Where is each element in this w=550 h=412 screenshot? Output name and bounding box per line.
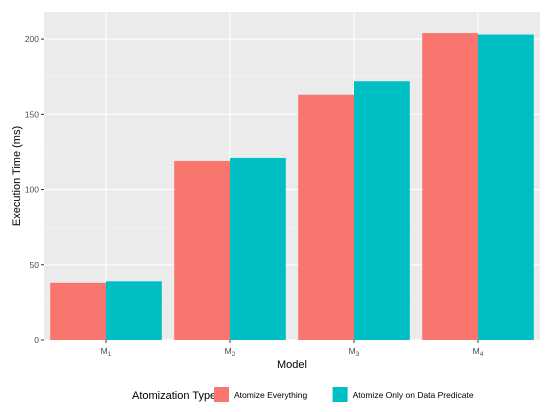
x-tick-label: M4 [473, 346, 484, 358]
x-tick-label: M2 [225, 346, 236, 358]
y-tick-label: 50 [30, 260, 40, 270]
y-tick-label: 0 [34, 335, 39, 345]
bars [50, 33, 534, 341]
legend-label: Atomize Only on Data Predicate [353, 390, 474, 400]
bar [422, 33, 478, 341]
legend-title: Atomization Type [132, 390, 216, 402]
x-axis-title: Model [277, 359, 307, 371]
bar [298, 94, 354, 341]
x-tick-label: M1 [101, 346, 112, 358]
bar [174, 160, 230, 340]
bar [106, 281, 162, 340]
y-tick-label: 100 [25, 185, 39, 195]
legend-key [214, 387, 229, 402]
bar [354, 81, 410, 341]
bar [478, 34, 534, 340]
bar [50, 282, 106, 340]
legend-label: Atomize Everything [234, 390, 307, 400]
y-axis-title: Execution Time (ms) [11, 126, 23, 226]
y-tick-label: 200 [25, 34, 39, 44]
bar [230, 157, 286, 340]
y-tick-label: 150 [25, 109, 39, 119]
x-tick-label: M3 [349, 346, 360, 358]
legend: Atomization Type Atomize Everything Atomi… [132, 387, 474, 402]
y-axis: 0 50 100 150 200 [25, 34, 44, 345]
x-axis: M1 M2 M3 M4 [101, 340, 484, 358]
legend-key [332, 387, 348, 402]
